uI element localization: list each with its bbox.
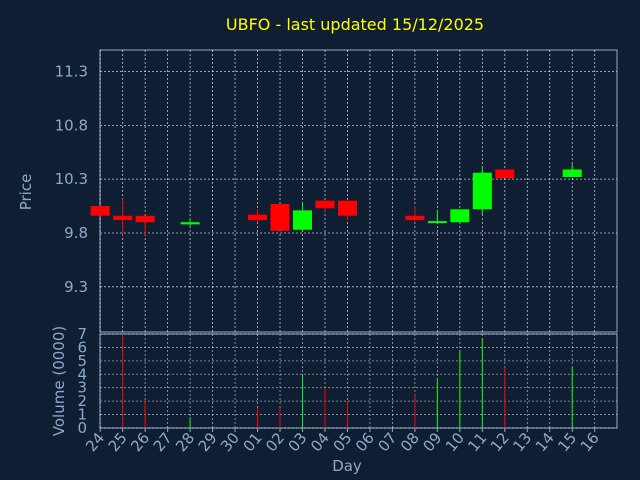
volume-axis-label: Volume (0000): [50, 326, 68, 436]
price-tick-label: 11.3: [55, 63, 88, 81]
price-tick-label: 9.8: [64, 224, 88, 242]
chart-title: UBFO - last updated 15/12/2025: [226, 15, 484, 34]
volume-tick-label: 2: [77, 392, 87, 410]
candle-body: [427, 221, 447, 224]
candle-body: [315, 200, 335, 209]
volume-tick-label: 5: [77, 352, 87, 370]
price-panel: 11.3 10.8 10.3 9.8 9.3: [55, 49, 618, 333]
candle: [113, 198, 133, 236]
candle-body: [337, 200, 357, 216]
price-tick-label: 10.8: [55, 116, 88, 134]
candle-body: [405, 215, 425, 221]
candle: [472, 167, 492, 215]
candle-body: [495, 169, 515, 179]
candle: [293, 202, 313, 232]
candle: [248, 209, 268, 223]
candle: [562, 164, 582, 178]
volume-tick-label: 7: [77, 325, 87, 343]
candle-body: [135, 215, 155, 223]
volume-tick-label: 0: [77, 419, 87, 437]
volume-tick-label: 6: [77, 338, 87, 356]
candle-body: [90, 206, 110, 216]
candle: [450, 209, 470, 224]
candle-body: [113, 215, 133, 221]
candle-body: [293, 210, 313, 230]
candle: [180, 217, 200, 227]
price-axis-label: Price: [17, 174, 35, 211]
candle: [427, 210, 447, 224]
volume-plot-frame: [99, 333, 618, 429]
candle-body: [270, 203, 290, 231]
candle-body: [450, 209, 470, 223]
volume-tick-label: 4: [77, 365, 87, 383]
candle: [405, 206, 425, 222]
candle-body: [248, 214, 268, 221]
candle-body: [472, 172, 492, 210]
x-axis-label: Day: [332, 457, 362, 475]
candle: [90, 206, 110, 216]
candle: [270, 203, 290, 232]
candle: [135, 215, 155, 236]
candle: [337, 200, 357, 221]
candle-body: [180, 222, 200, 225]
volume-tick-label: 1: [77, 406, 87, 424]
candle: [315, 200, 335, 212]
price-tick-label: 10.3: [55, 170, 88, 188]
volume-tick-label: 3: [77, 379, 87, 397]
candle: [495, 169, 515, 179]
price-tick-label: 9.3: [64, 278, 88, 296]
candle-body: [562, 169, 582, 178]
